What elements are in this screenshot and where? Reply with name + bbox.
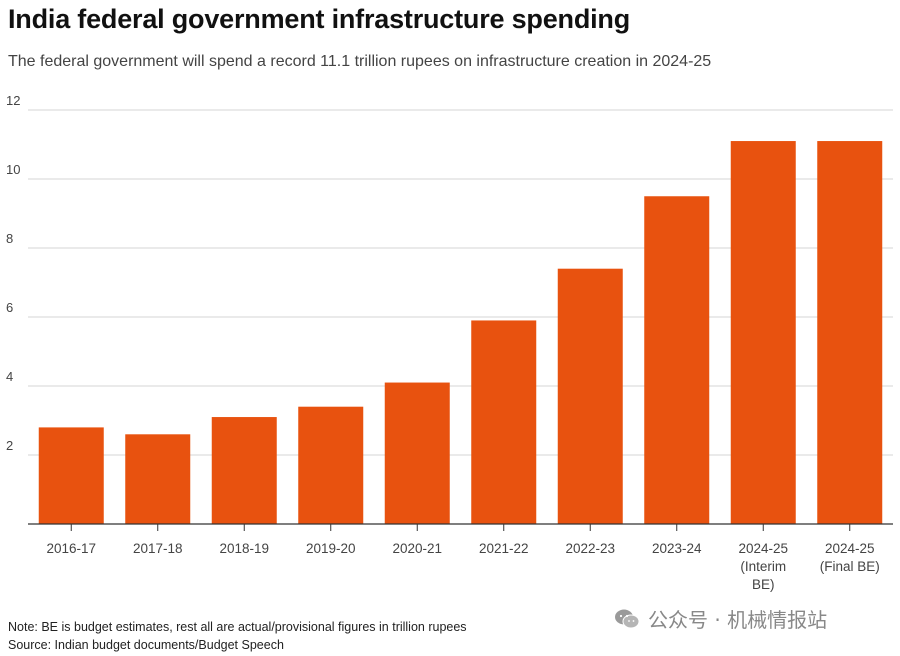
bars	[38, 141, 883, 525]
watermark-text: 公众号 · 机械情报站	[648, 608, 828, 632]
y-tick-label: 4	[6, 369, 13, 384]
bar	[557, 268, 623, 524]
bar	[471, 320, 537, 524]
x-tick-label: 2022-23	[565, 541, 615, 556]
bar	[730, 141, 796, 525]
x-tick-label: 2019-20	[306, 541, 356, 556]
x-axis-ticks: 2016-17 2017-18 2018-19 2019-20 2020-21 2021-…	[46, 524, 880, 592]
watermark: 公众号 · 机械情报站	[614, 604, 827, 633]
bar	[211, 417, 277, 524]
x-tick-label: 2018-19	[219, 541, 269, 556]
y-tick-label: 10	[6, 162, 20, 177]
x-tick-label: 2016-17	[46, 541, 96, 556]
y-tick-label: 8	[6, 231, 13, 246]
x-tick-label: 2024-25 (Interim BE)	[738, 541, 788, 592]
y-tick-label: 6	[6, 300, 13, 315]
bar-chart: 2 4 6 8 10 12 2016-17 2017-18 2018-19 2019-20 202…	[6, 93, 893, 592]
wechat-icon	[615, 609, 640, 628]
bar	[298, 406, 364, 524]
x-tick-label: 2017-18	[133, 541, 183, 556]
bar	[125, 434, 191, 524]
x-tick-label: 2021-22	[479, 541, 529, 556]
bar	[384, 382, 450, 524]
x-tick-label: 2024-25 (Final BE)	[820, 541, 880, 574]
bar	[644, 196, 710, 524]
y-tick-label: 12	[6, 93, 20, 108]
x-tick-label: 2023-24	[652, 541, 702, 556]
chart-title: India federal government infrastructure …	[8, 4, 631, 34]
bar	[817, 141, 883, 525]
y-axis-ticks: 2 4 6 8 10 12	[6, 93, 20, 453]
source-note: Source: Indian budget documents/Budget S…	[8, 638, 284, 652]
chart-subtitle: The federal government will spend a reco…	[8, 53, 712, 70]
footnote: Note: BE is budget estimates, rest all a…	[8, 620, 467, 634]
x-tick-label: 2020-21	[392, 541, 442, 556]
bar	[38, 427, 104, 524]
y-tick-label: 2	[6, 438, 13, 453]
